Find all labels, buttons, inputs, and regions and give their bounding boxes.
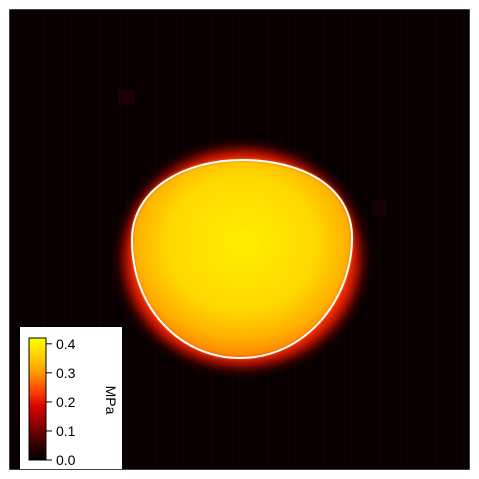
colorbar-tick-label: 0.1	[56, 423, 76, 439]
plot-frame	[9, 9, 470, 470]
colorbar-label: MPa	[103, 386, 119, 415]
colorbar-tick-label: 0.3	[56, 365, 76, 381]
colorbar-tick-label: 0.2	[56, 394, 76, 410]
colorbar-strip	[28, 337, 47, 461]
plot-area	[9, 9, 470, 470]
colorbar-ticks: 0.4 0.3 0.2 0.1 0.0	[46, 336, 76, 468]
stress-region	[132, 160, 352, 358]
region-outline	[130, 158, 354, 360]
colorbar-tick-label: 0.0	[56, 452, 76, 468]
background-noise-spot	[118, 90, 134, 104]
background-noise-spot	[372, 200, 386, 216]
colorbar-tick-label: 0.4	[56, 336, 76, 352]
colorbar-legend: 0.4 0.3 0.2 0.1 0.0 MPa	[20, 327, 122, 469]
